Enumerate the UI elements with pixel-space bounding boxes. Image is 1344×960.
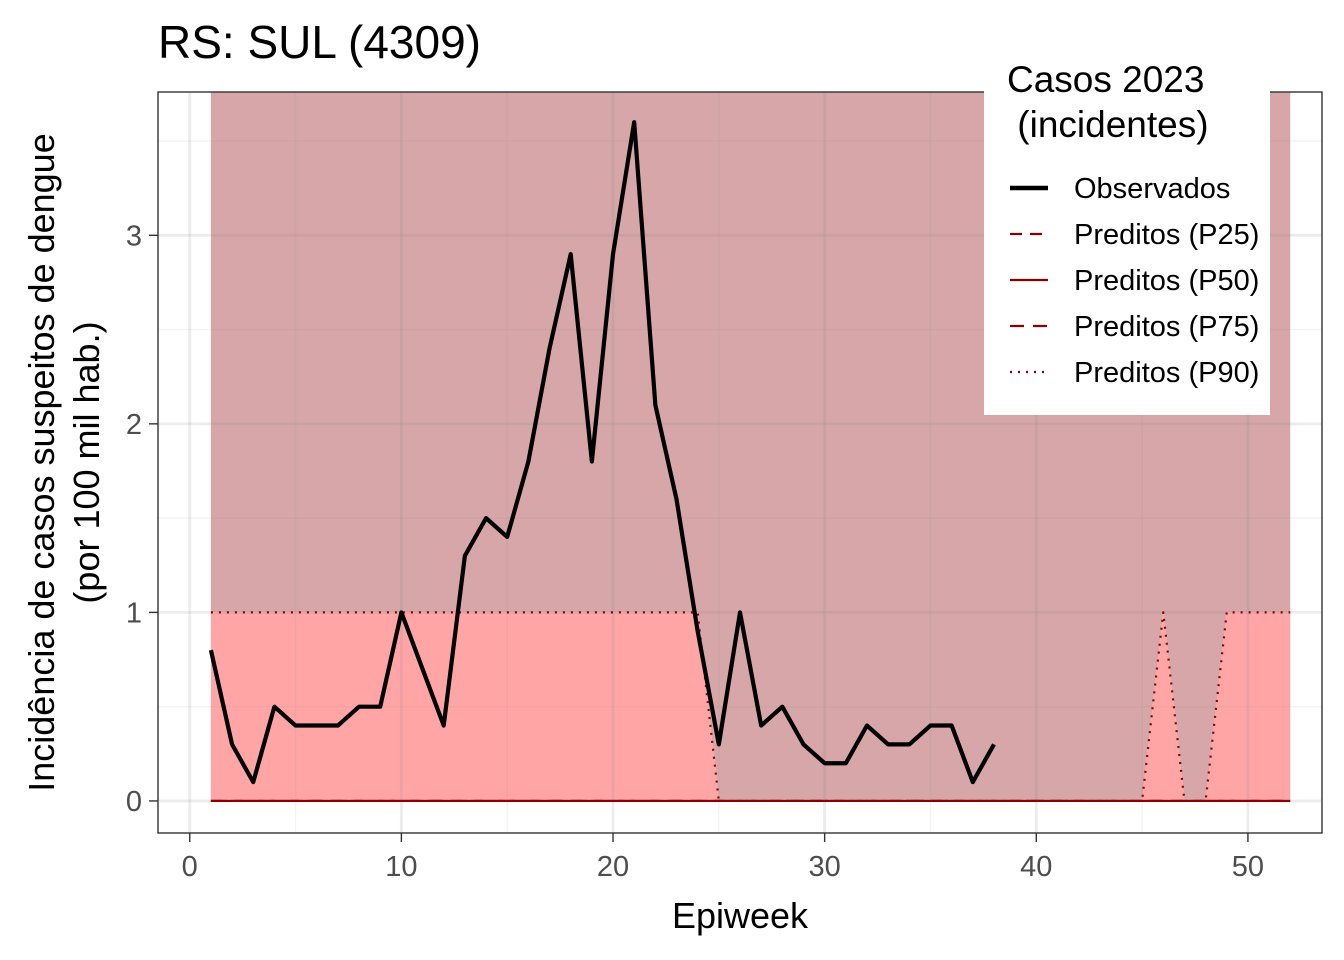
y-axis-label-line1: Incidência de casos suspeitos de dengue: [21, 133, 62, 791]
x-tick-label: 50: [1232, 851, 1264, 883]
chart-title: RS: SUL (4309): [158, 16, 481, 68]
legend-title-line1: Casos 2023: [1007, 59, 1204, 100]
legend-entry-label: Preditos (P90): [1074, 357, 1259, 389]
y-tick-label: 2: [126, 409, 142, 441]
legend-entry-label: Preditos (P50): [1074, 265, 1259, 297]
series-lines: [208, 120, 1291, 803]
panel-border: [157, 91, 1323, 834]
series-predicted-p90: [210, 611, 1291, 803]
series-observed: [208, 120, 996, 785]
legend-box: [984, 82, 1270, 415]
y-tick-label: 0: [126, 786, 142, 818]
y-tick-label: 1: [126, 597, 142, 629]
y-tick-label: 3: [126, 220, 142, 252]
band-p90: [210, 612, 1291, 801]
x-tick-label: 30: [809, 851, 841, 883]
legend: Casos 2023 (incidentes) Observados Predito…: [984, 59, 1270, 415]
x-tick-label: 10: [385, 851, 417, 883]
axes: 0 10 20 30 40 50 0 1 2 3: [126, 220, 1264, 883]
x-tick-label: 40: [1020, 851, 1052, 883]
legend-entry-label: Observados: [1074, 173, 1230, 205]
x-tick-label: 20: [597, 851, 629, 883]
legend-entry-label: Preditos (P75): [1074, 311, 1259, 343]
legend-title-line2: (incidentes): [1007, 104, 1209, 145]
x-axis-label: Epiweek: [672, 895, 809, 936]
legend-entry-label: Preditos (P25): [1074, 219, 1259, 251]
x-tick-label: 0: [182, 851, 198, 883]
y-axis-label-line2: (por 100 mil hab.): [66, 321, 107, 603]
